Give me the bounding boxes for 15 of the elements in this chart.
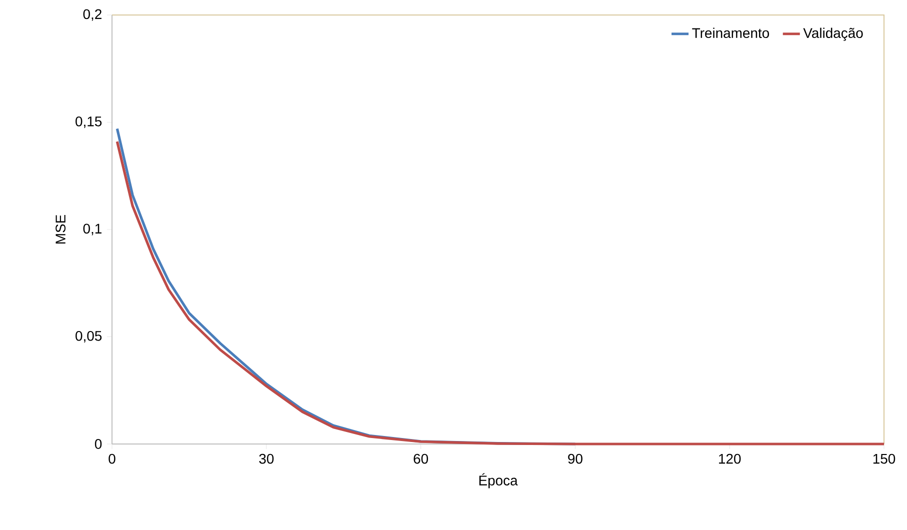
y-tick-label: 0,05 [76, 330, 102, 343]
y-axis-title: MSE [56, 214, 66, 244]
y-tick-label: 0,15 [76, 116, 102, 128]
legend-label: Validação [803, 28, 863, 41]
y-tick-label: 0 [94, 439, 102, 449]
x-tick-label: 150 [873, 454, 896, 464]
x-tick-label: 0 [108, 454, 116, 464]
legend-label: Treinamento [692, 28, 770, 38]
x-tick-label: 120 [719, 454, 741, 464]
x-tick-label: 90 [568, 454, 582, 464]
x-tick-label: 60 [414, 454, 428, 464]
y-tick-label: 0,1 [83, 224, 102, 236]
x-axis-title: Época [479, 473, 518, 488]
y-tick-label: 0,2 [83, 9, 102, 21]
x-tick-label: 30 [259, 454, 274, 464]
